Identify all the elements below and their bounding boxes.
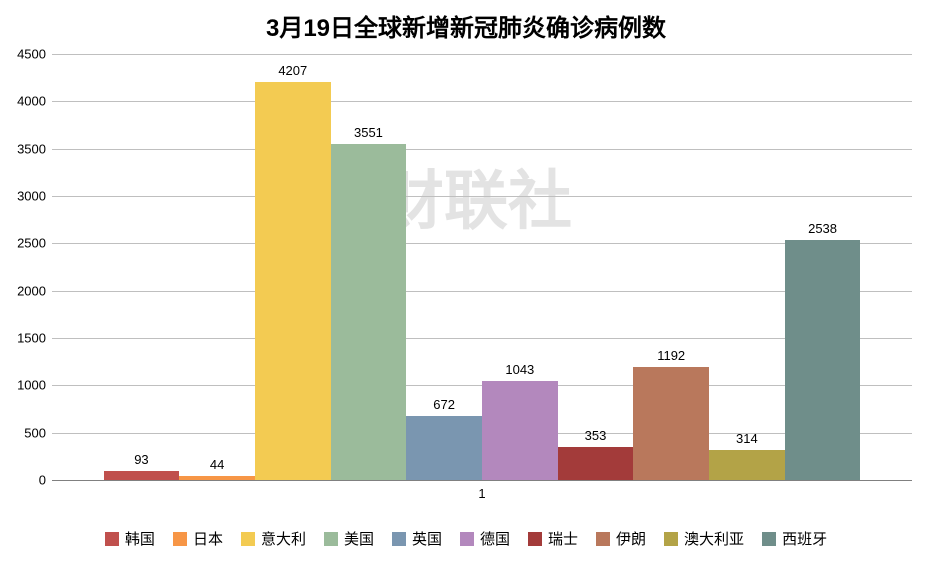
legend-label: 澳大利亚 [684,528,744,549]
y-tick-label: 3500 [17,141,52,156]
chart-container: 3月19日全球新增新冠肺炎确诊病例数 C 财联社 050010001500200… [0,0,932,561]
y-tick-label: 2500 [17,236,52,251]
legend-item: 德国 [460,528,510,549]
bar: 353 [558,447,634,480]
legend-item: 瑞士 [528,528,578,549]
legend-swatch [392,532,406,546]
bar: 3551 [331,144,407,480]
legend-label: 美国 [344,528,374,549]
legend-swatch [762,532,776,546]
legend-label: 瑞士 [548,528,578,549]
bar-value-label: 353 [585,428,607,447]
bar-value-label: 1192 [657,348,685,367]
legend-item: 西班牙 [762,528,827,549]
legend-item: 英国 [392,528,442,549]
y-tick-label: 1500 [17,331,52,346]
legend-label: 韩国 [125,528,155,549]
legend-label: 意大利 [261,528,306,549]
bar: 4207 [255,82,331,480]
legend-swatch [241,532,255,546]
legend-item: 伊朗 [596,528,646,549]
bar: 93 [104,471,180,480]
y-tick-label: 1000 [17,378,52,393]
y-tick-label: 4500 [17,47,52,62]
bar-value-label: 4207 [278,63,307,82]
bar: 1043 [482,381,558,480]
legend-swatch [173,532,187,546]
legend: 韩国 日本 意大利 美国 英国 德国 瑞士 伊朗 澳大利亚 西班牙 [0,520,932,557]
bar-value-label: 1043 [505,362,534,381]
legend-label: 日本 [193,528,223,549]
legend-swatch [664,532,678,546]
bar-value-label: 3551 [354,125,383,144]
bar-value-label: 672 [433,397,455,416]
bar-value-label: 44 [210,457,224,476]
bar: 2538 [785,240,861,480]
y-tick-label: 500 [24,425,52,440]
y-tick-label: 0 [39,473,52,488]
legend-item: 意大利 [241,528,306,549]
legend-item: 韩国 [105,528,155,549]
legend-label: 伊朗 [616,528,646,549]
chart-title: 3月19日全球新增新冠肺炎确诊病例数 [0,8,932,43]
legend-swatch [596,532,610,546]
bar: 672 [406,416,482,480]
bar: 44 [179,476,255,480]
y-tick-label: 3000 [17,189,52,204]
bar-value-label: 314 [736,431,758,450]
bar: 1192 [633,367,709,480]
legend-label: 德国 [480,528,510,549]
legend-item: 美国 [324,528,374,549]
legend-label: 西班牙 [782,528,827,549]
legend-label: 英国 [412,528,442,549]
x-axis-center-label: 1 [478,480,485,501]
legend-item: 澳大利亚 [664,528,744,549]
plot-area: 050010001500200025003000350040004500 934… [52,54,912,480]
y-tick-label: 2000 [17,283,52,298]
legend-swatch [105,532,119,546]
legend-swatch [528,532,542,546]
legend-swatch [460,532,474,546]
bar: 314 [709,450,785,480]
bar-value-label: 93 [134,452,148,471]
y-tick-label: 4000 [17,94,52,109]
legend-swatch [324,532,338,546]
bars-group: 934442073551672104335311923142538 [52,54,912,480]
legend-item: 日本 [173,528,223,549]
bar-value-label: 2538 [808,221,837,240]
